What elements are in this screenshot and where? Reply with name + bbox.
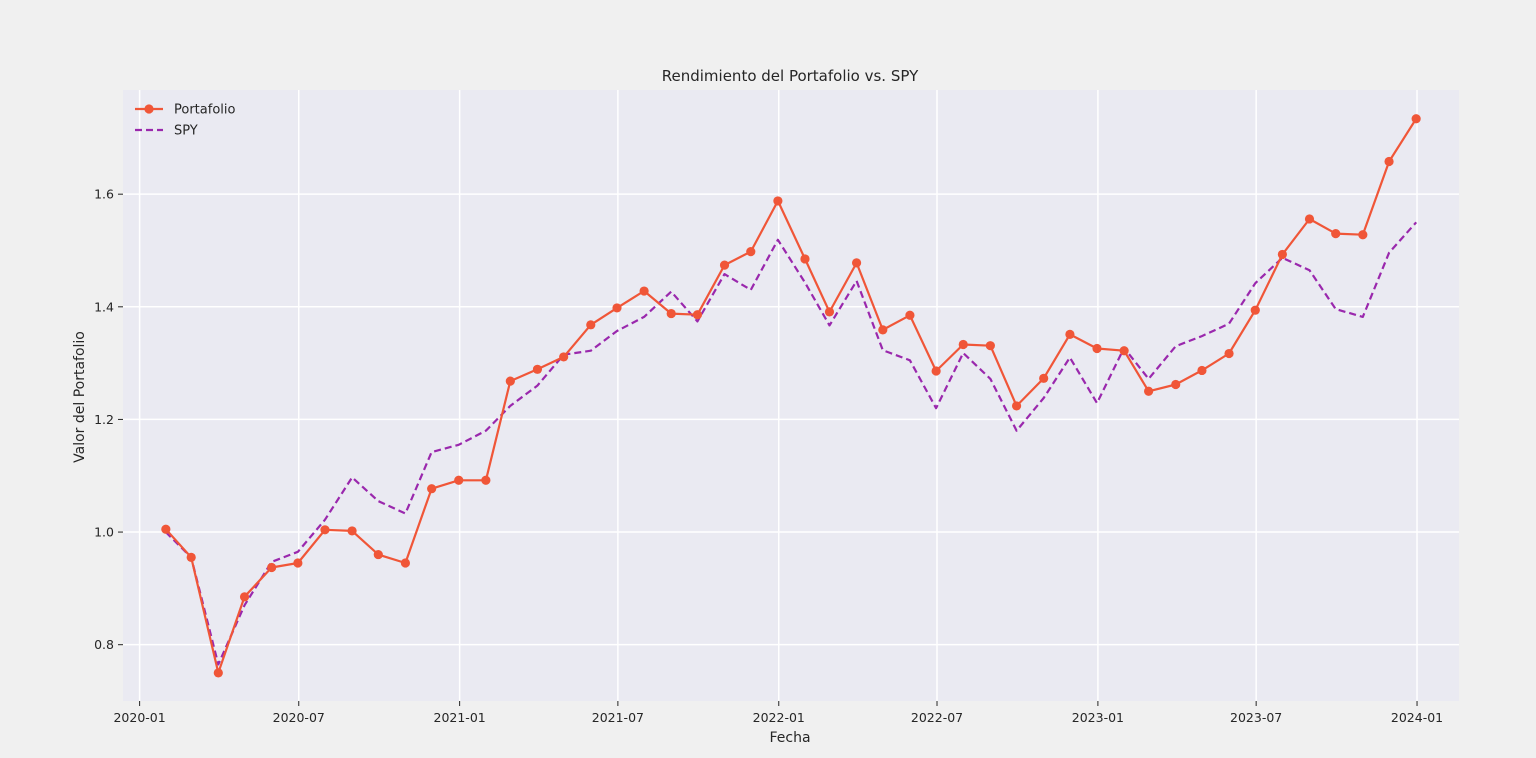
x-tick-label: 2024-01 (1391, 710, 1443, 725)
data-point-portafolio (1197, 365, 1207, 376)
data-point-portafolio (267, 562, 277, 573)
legend-entry-spy: SPY (135, 124, 198, 139)
data-point-portafolio (773, 196, 783, 206)
data-point-portafolio (454, 475, 464, 485)
data-point-portafolio (639, 286, 649, 296)
legend-label: Portafolio (174, 103, 235, 118)
data-point-portafolio (1171, 379, 1181, 390)
data-point-portafolio (1065, 329, 1075, 339)
x-tick-label: 2020-07 (273, 710, 325, 725)
x-tick-label: 2021-07 (592, 710, 644, 725)
x-axis-label: Fecha (769, 730, 810, 746)
y-tick-label: 1.6 (94, 187, 114, 202)
legend: Portafolio SPY (135, 103, 235, 139)
data-point-portafolio (612, 303, 622, 313)
series-line-spy (165, 221, 1418, 666)
data-point-portafolio (1119, 346, 1129, 356)
data-point-portafolio (373, 549, 383, 560)
x-tick-label: 2023-07 (1230, 710, 1282, 725)
data-point-portafolio (320, 525, 330, 535)
legend-entry-portafolio: Portafolio (135, 103, 235, 118)
data-point-portafolio (293, 558, 303, 568)
data-point-portafolio (1011, 401, 1022, 411)
data-point-portafolio (559, 352, 569, 362)
plot-area (123, 90, 1459, 701)
grid (123, 90, 1459, 701)
data-point-portafolio (532, 364, 543, 374)
data-point-portafolio (1144, 386, 1154, 396)
data-point-portafolio (1092, 343, 1102, 354)
x-tick-label: 2022-01 (753, 710, 805, 725)
y-tick-label: 1.4 (94, 299, 114, 314)
data-point-portafolio (161, 524, 171, 534)
data-point-portafolio (347, 526, 357, 536)
data-point-portafolio (400, 558, 411, 568)
data-point-portafolio (878, 325, 888, 335)
data-point-portafolio (746, 247, 756, 257)
data-point-portafolio (427, 484, 437, 494)
data-point-portafolio (1039, 373, 1049, 383)
y-tick-label: 0.8 (94, 637, 114, 652)
x-tick-label: 2020-01 (113, 710, 165, 725)
x-tick-label: 2022-07 (911, 710, 963, 725)
series-line-portafolio (164, 118, 1418, 674)
data-point-portafolio (800, 254, 810, 264)
data-point-portafolio (958, 339, 968, 350)
ticks: 2020-01 2020-07 2021-01 2021-07 2022-01 2022-… (94, 187, 1443, 725)
data-point-portafolio (239, 592, 250, 602)
data-point-portafolio (213, 668, 223, 678)
series-layer (161, 114, 1421, 678)
y-axis-label: Valor del Portafolio (72, 331, 88, 463)
data-point-portafolio (1277, 249, 1287, 260)
data-point-portafolio (1224, 348, 1234, 359)
data-point-portafolio (1358, 230, 1368, 240)
y-tick-label: 1.2 (94, 412, 114, 427)
x-tick-label: 2023-01 (1072, 710, 1124, 725)
x-tick-label: 2021-01 (434, 710, 486, 725)
y-tick-label: 1.0 (94, 525, 114, 540)
data-point-portafolio (851, 258, 862, 268)
data-point-portafolio (1411, 114, 1421, 124)
data-point-portafolio (666, 308, 676, 319)
data-point-portafolio (586, 320, 596, 330)
data-point-portafolio (905, 310, 915, 320)
data-point-portafolio (824, 307, 835, 317)
legend-label: SPY (174, 124, 198, 139)
chart-title: Rendimiento del Portafolio vs. SPY (662, 67, 919, 85)
data-point-portafolio (1331, 228, 1341, 239)
data-point-portafolio (186, 552, 196, 563)
legend-marker (144, 104, 154, 114)
data-point-portafolio (1304, 214, 1315, 224)
data-point-portafolio (505, 376, 515, 386)
data-point-portafolio (692, 310, 703, 320)
data-point-portafolio (1384, 156, 1394, 167)
data-point-portafolio (985, 341, 995, 351)
data-point-portafolio (719, 260, 730, 270)
data-point-portafolio (1250, 305, 1260, 315)
data-point-portafolio (481, 475, 491, 485)
data-point-portafolio (931, 366, 941, 376)
